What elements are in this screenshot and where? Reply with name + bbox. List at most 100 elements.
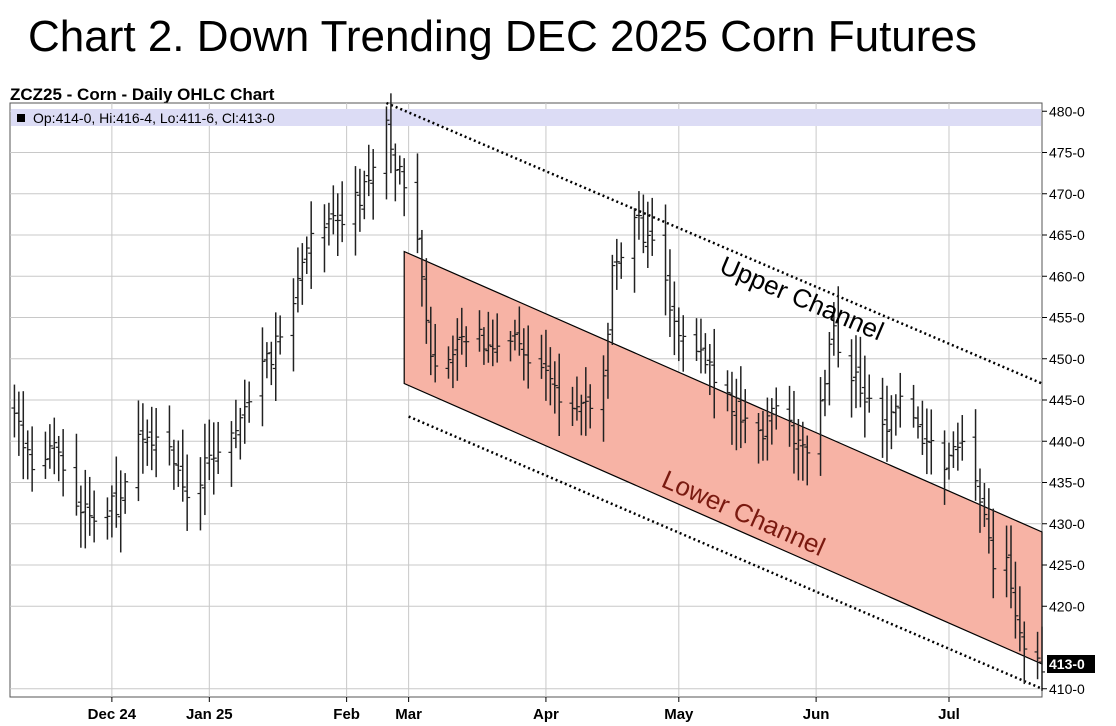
ohlc-bar xyxy=(197,457,204,531)
ohlc-bar xyxy=(86,476,93,536)
ohlc-bar xyxy=(790,390,797,474)
ohlc-bar xyxy=(706,344,713,396)
ohlc-bar xyxy=(538,334,545,379)
ohlc-bar xyxy=(680,315,687,372)
ohlc-bar xyxy=(644,201,651,269)
ohlc-bar xyxy=(804,435,811,486)
ohlc-bar xyxy=(91,490,98,543)
x-tick-label: Jul xyxy=(938,706,960,723)
ohlc-bars xyxy=(11,93,1045,692)
ohlc-bar xyxy=(866,374,873,413)
ohlc-bar xyxy=(666,249,673,337)
ohlc-bar xyxy=(117,470,124,553)
y-tick-label: 410-0 xyxy=(1049,681,1085,697)
ohlc-bar xyxy=(303,236,310,274)
ohlc-bar xyxy=(981,482,988,527)
ohlc-bar xyxy=(604,322,611,399)
ohlc-bar xyxy=(272,312,279,402)
ohlc-bar xyxy=(764,397,771,461)
ohlc-bar xyxy=(485,311,492,363)
ohlc-bar xyxy=(46,424,53,469)
ohlc-bar xyxy=(228,421,235,487)
ohlc-bar xyxy=(361,170,368,220)
ohlc-bar xyxy=(883,385,890,462)
ohlc-bar xyxy=(976,468,983,533)
x-axis: Dec 24 Jan 25 Feb Mar Apr May Jun Jul xyxy=(88,697,960,723)
ohlc-bar xyxy=(60,429,67,497)
y-tick-label: 460-0 xyxy=(1049,268,1085,284)
ohlc-bar xyxy=(662,204,669,316)
ohlc-bar xyxy=(795,419,802,481)
ohlc-bar xyxy=(959,415,966,461)
ohlc-bar xyxy=(985,488,992,554)
ohlc-bar xyxy=(737,366,744,449)
ohlc-bar xyxy=(210,422,217,495)
ohlc-bar xyxy=(330,185,337,235)
last-price-marker xyxy=(1047,655,1095,673)
y-tick-label: 455-0 xyxy=(1049,310,1085,326)
y-tick-label: 435-0 xyxy=(1049,475,1085,491)
y-tick-label: 475-0 xyxy=(1049,145,1085,161)
ohlc-bar xyxy=(728,371,735,445)
ohlc-bar xyxy=(387,93,394,174)
ohlc-bar xyxy=(108,485,115,538)
upper-channel-line xyxy=(385,101,1043,385)
ohlc-bar xyxy=(215,421,222,474)
ohlc-bar xyxy=(206,419,213,481)
ohlc-bar xyxy=(852,335,859,409)
ohlc-bar xyxy=(365,144,372,197)
ohlc-bar xyxy=(392,143,399,202)
ohlc-bar xyxy=(144,419,151,466)
ohlc-bar xyxy=(516,306,523,356)
ohlc-bar xyxy=(339,181,346,243)
ohlc-bar xyxy=(914,406,921,439)
ohlc-bar xyxy=(649,197,656,256)
ohlc-bar xyxy=(449,335,456,389)
x-tick-label: Feb xyxy=(333,706,360,723)
ohlc-bar xyxy=(454,318,461,381)
ohlc-bar xyxy=(888,395,895,450)
ohlc-bar xyxy=(547,347,554,406)
x-tick-label: May xyxy=(664,706,694,723)
ohlc-bar xyxy=(928,409,935,475)
ohlc-bar xyxy=(414,153,421,254)
ohlc-bar xyxy=(609,254,616,346)
ohlc-bar xyxy=(631,208,638,293)
ohlc-bar xyxy=(42,431,49,479)
ohlc-bar xyxy=(82,469,89,549)
ohlc-bar xyxy=(613,238,620,290)
grid-layer xyxy=(10,103,1042,697)
ohlc-bar xyxy=(511,319,518,351)
ohlc-bar xyxy=(237,407,244,460)
ohlc-bar xyxy=(122,473,129,514)
ohlc-bar xyxy=(733,378,740,451)
ohlc-bar xyxy=(15,391,22,456)
y-tick-label: 470-0 xyxy=(1049,186,1085,202)
y-axis: 480-0 475-0 470-0 465-0 460-0 455-0 450-0 445-0… xyxy=(1042,103,1095,697)
ohlc-bar xyxy=(578,394,585,436)
ohlc-bar xyxy=(148,406,155,471)
ohlc-bar xyxy=(697,318,704,374)
ohlc-bar xyxy=(759,410,766,461)
ohlc-bar xyxy=(635,191,642,240)
ohlc-bar xyxy=(352,166,359,256)
y-tick-label: 445-0 xyxy=(1049,392,1085,408)
ohlc-bar xyxy=(773,387,780,430)
ohlc-bar xyxy=(259,327,266,427)
x-tick-label: Apr xyxy=(533,706,559,723)
ohlc-bar xyxy=(1034,631,1041,680)
x-tick-label: Mar xyxy=(395,706,422,723)
ohlc-bar xyxy=(556,353,563,436)
ohlc-bar xyxy=(711,328,718,419)
ohlc-bar xyxy=(542,329,549,401)
ohlc-bar xyxy=(1012,561,1019,639)
ohlc-bar xyxy=(826,331,833,406)
ohlc-bar xyxy=(396,155,403,185)
ohlc-bar xyxy=(489,319,496,367)
ohlc-bar xyxy=(246,381,253,423)
ohlc-bar xyxy=(325,202,332,246)
ohlc-bar xyxy=(525,325,532,389)
ohlc-bar xyxy=(830,302,837,356)
ohlc-bar xyxy=(923,408,930,475)
